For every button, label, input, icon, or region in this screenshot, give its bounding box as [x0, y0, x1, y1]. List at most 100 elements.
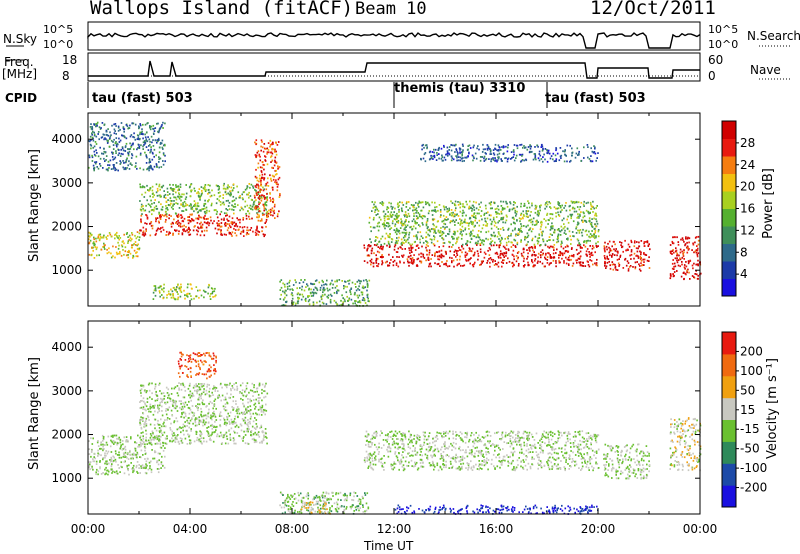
range-gate-cell	[329, 293, 332, 296]
range-gate-cell	[528, 206, 531, 209]
range-gate-cell	[388, 224, 391, 227]
range-gate-cell	[404, 226, 406, 229]
velocity-panel	[88, 351, 702, 515]
range-gate-cell	[464, 218, 466, 221]
range-gate-cell	[478, 212, 480, 215]
range-gate-cell	[608, 246, 610, 249]
range-gate-cell	[439, 230, 442, 232]
range-gate-cell	[120, 148, 122, 151]
range-gate-cell	[445, 264, 448, 267]
range-gate-cell	[269, 139, 272, 142]
cpid-mode-2: themis (tau) 3310	[394, 81, 526, 96]
range-gate-cell	[153, 155, 155, 158]
range-gate-cell	[169, 197, 172, 199]
range-gate-cell	[144, 123, 147, 126]
range-gate-cell	[534, 224, 536, 226]
range-gate-cell	[524, 236, 526, 239]
range-gate-cell	[456, 238, 458, 241]
range-gate-cell	[451, 260, 453, 262]
range-gate-cell	[603, 245, 606, 248]
range-gate-cell	[441, 156, 444, 158]
range-gate-cell	[673, 236, 676, 238]
range-gate-cell	[563, 150, 566, 153]
range-gate-cell	[91, 156, 94, 159]
range-gate-cell	[587, 146, 589, 148]
range-gate-cell	[477, 252, 479, 255]
range-gate-cell	[634, 267, 637, 270]
range-gate-cell	[142, 123, 144, 126]
range-gate-cell	[321, 301, 324, 304]
range-gate-cell	[405, 202, 408, 205]
range-gate-cell	[138, 126, 141, 129]
range-gate-cell	[263, 168, 265, 171]
range-gate-cell	[495, 226, 498, 229]
range-gate-cell	[585, 229, 588, 232]
range-gate-cell	[105, 450, 107, 452]
range-gate-cell	[615, 248, 617, 250]
range-gate-cell	[628, 245, 631, 248]
range-gate-cell	[517, 251, 520, 253]
range-gate-cell	[581, 234, 584, 237]
range-gate-cell	[500, 236, 503, 239]
range-gate-cell	[502, 221, 504, 224]
range-gate-cell	[116, 472, 119, 475]
range-gate-cell	[360, 280, 362, 283]
range-gate-cell	[105, 159, 107, 161]
range-gate-cell	[375, 205, 377, 208]
range-gate-cell	[150, 205, 152, 208]
range-gate-cell	[494, 147, 496, 150]
range-gate-cell	[261, 399, 263, 402]
range-gate-cell	[146, 401, 149, 403]
range-gate-cell	[445, 253, 447, 255]
range-gate-cell	[494, 260, 496, 262]
range-gate-cell	[246, 409, 248, 412]
range-gate-cell	[116, 443, 118, 446]
range-gate-cell	[579, 245, 582, 248]
range-gate-cell	[482, 148, 485, 151]
range-gate-cell	[124, 250, 127, 253]
range-gate-cell	[175, 222, 177, 224]
range-gate-cell	[497, 261, 500, 264]
range-gate-cell	[131, 164, 133, 166]
range-gate-cell	[434, 209, 436, 211]
range-gate-cell	[129, 162, 132, 165]
range-gate-cell	[563, 217, 565, 220]
range-gate-cell	[261, 441, 263, 444]
range-gate-cell	[248, 391, 250, 394]
range-gate-cell	[549, 256, 552, 259]
range-gate-cell	[555, 160, 557, 162]
range-gate-cell	[607, 242, 609, 245]
range-gate-cell	[255, 207, 258, 210]
range-gate-cell	[124, 136, 126, 139]
range-gate-cell	[153, 457, 156, 460]
range-gate-cell	[516, 219, 518, 222]
range-gate-cell	[380, 256, 382, 258]
range-gate-cell	[397, 202, 399, 205]
range-gate-cell	[526, 210, 529, 213]
range-gate-cell	[260, 170, 263, 172]
range-gate-cell	[112, 164, 115, 166]
range-gate-cell	[197, 191, 199, 193]
range-gate-cell	[140, 467, 143, 469]
range-gate-cell	[508, 210, 511, 212]
range-gate-cell	[493, 201, 496, 204]
range-gate-cell	[344, 281, 347, 283]
range-gate-cell	[134, 453, 137, 456]
range-gate-cell	[138, 467, 140, 469]
range-gate-cell	[183, 193, 185, 196]
range-gate-cell	[140, 209, 143, 212]
range-gate-cell	[583, 244, 585, 247]
range-gate-cell	[370, 252, 373, 255]
range-gate-cell	[154, 199, 156, 201]
range-gate-cell	[683, 249, 685, 251]
range-gate-cell	[432, 218, 434, 221]
range-gate-cell	[255, 191, 258, 194]
range-gate-cell	[155, 289, 157, 292]
range-gate-cell	[502, 216, 504, 219]
range-gate-cell	[254, 417, 256, 419]
range-gate-cell	[236, 185, 238, 188]
range-gate-cell	[357, 301, 359, 304]
range-gate-cell	[492, 152, 495, 155]
range-gate-cell	[257, 216, 260, 219]
range-gate-cell	[674, 257, 677, 260]
